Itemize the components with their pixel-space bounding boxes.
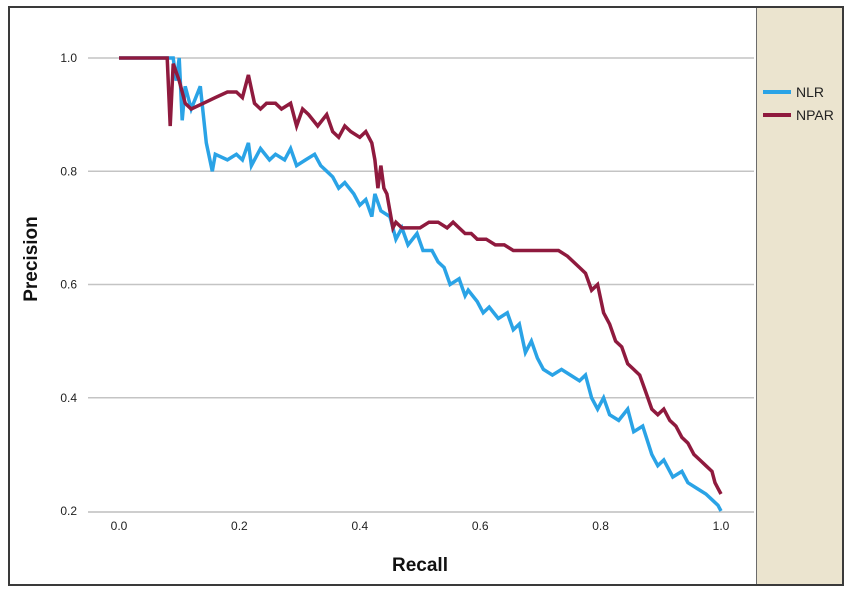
y-tick-label: 0.6 xyxy=(60,278,77,292)
x-tick-label: 0.2 xyxy=(231,519,248,533)
x-tick-label: 1.0 xyxy=(713,519,730,533)
gridlines xyxy=(88,57,754,399)
legend-label-npar: NPAR xyxy=(796,107,834,123)
x-axis-ticks: 0.0 0.2 0.4 0.6 0.8 1.0 xyxy=(111,519,730,533)
legend-label-nlr: NLR xyxy=(796,84,824,100)
series-line-nlr xyxy=(119,56,723,512)
x-tick-label: 0.6 xyxy=(472,519,489,533)
legend-panel xyxy=(756,8,842,584)
y-axis-title: Precision xyxy=(21,216,42,302)
y-axis-ticks: 0.2 0.4 0.6 0.8 1.0 xyxy=(60,51,77,518)
legend: NLR NPAR xyxy=(763,84,834,123)
y-tick-label: 0.8 xyxy=(60,164,77,178)
chart-frame xyxy=(8,6,844,586)
series-line-npar xyxy=(119,56,723,495)
y-tick-label: 0.4 xyxy=(60,391,77,405)
x-tick-label: 0.4 xyxy=(351,519,368,533)
series-lines xyxy=(119,56,723,512)
x-tick-label: 0.0 xyxy=(111,519,128,533)
x-axis-title: Recall xyxy=(392,555,448,576)
x-tick-label: 0.8 xyxy=(592,519,609,533)
y-tick-label: 0.2 xyxy=(60,504,77,518)
y-tick-label: 1.0 xyxy=(60,51,77,65)
